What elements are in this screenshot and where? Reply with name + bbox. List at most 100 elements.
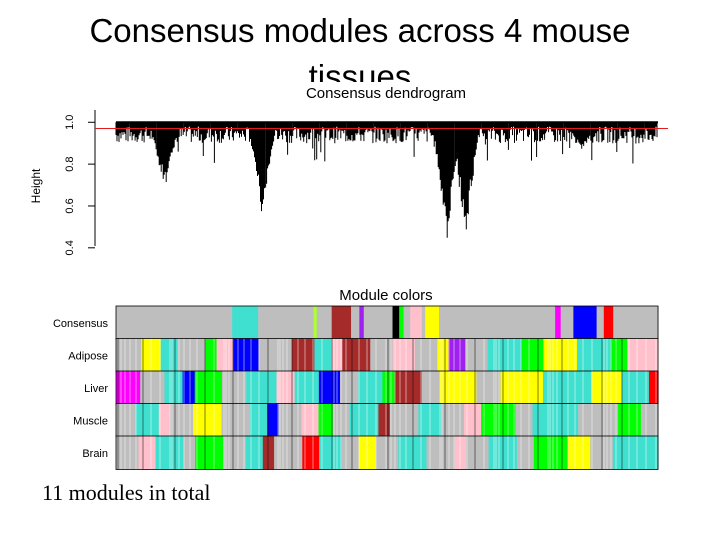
module-segment: [359, 306, 365, 340]
module-segment: [262, 436, 275, 470]
color-row-muscle: Muscle: [73, 403, 659, 438]
module-segment: [448, 338, 466, 372]
module-segment: [267, 403, 280, 437]
module-segment: [410, 306, 423, 340]
module-segment: [170, 403, 194, 437]
module-segment: [610, 338, 628, 372]
module-segment: [116, 403, 137, 437]
module-segment: [245, 436, 264, 470]
module-segment: [425, 306, 440, 340]
module-segment: [358, 436, 377, 470]
module-segment: [439, 371, 477, 405]
module-segment: [392, 338, 416, 372]
color-row-label: Liver: [84, 383, 108, 395]
dendrogram-title: Consensus dendrogram: [306, 85, 466, 102]
y-tick-label: 0.6: [64, 198, 76, 213]
module-segment: [648, 371, 659, 405]
module-segment: [164, 371, 184, 405]
module-segment: [258, 306, 315, 340]
module-segment: [138, 436, 157, 470]
dendrogram-y-label: Height: [29, 168, 43, 203]
modules-caption: 11 modules in total: [42, 480, 211, 505]
module-segment: [426, 436, 456, 470]
module-segment: [302, 436, 320, 470]
module-segment: [340, 371, 359, 405]
module-segment: [375, 436, 399, 470]
module-segment: [378, 403, 391, 437]
dendrogram-y-ticks: 0.4 0.6 0.8 1.0: [64, 115, 95, 255]
module-segment: [596, 306, 605, 340]
module-segment: [182, 371, 196, 405]
slide-title: Consensus modules across 4 mouse tissues: [0, 8, 720, 95]
module-segment: [195, 436, 224, 470]
module-segment: [464, 403, 482, 437]
module-segment: [618, 403, 642, 437]
module-segment: [576, 338, 612, 372]
module-segment: [543, 338, 578, 372]
color-row-liver: Liver: [84, 370, 659, 405]
module-segment: [232, 306, 259, 340]
module-segment: [278, 403, 303, 437]
module-segment: [573, 306, 598, 340]
module-segment: [382, 371, 396, 405]
color-row-label: Adipose: [68, 350, 108, 362]
color-row-consensus: Consensus: [53, 305, 659, 340]
module-segment: [233, 338, 260, 372]
module-segment: [316, 306, 333, 340]
module-segment: [516, 436, 535, 470]
module-segment: [160, 338, 179, 372]
module-segment: [521, 338, 545, 372]
module-segment: [332, 403, 351, 437]
module-segment: [441, 403, 465, 437]
module-segment: [276, 371, 296, 405]
module-segment: [403, 306, 411, 340]
module-segment: [640, 403, 659, 437]
module-segment: [342, 338, 371, 372]
module-segment: [560, 306, 574, 340]
module-segment: [193, 403, 223, 437]
y-tick-label: 0.4: [64, 240, 76, 255]
module-segment: [363, 306, 394, 340]
y-tick-label: 1.0: [64, 115, 76, 130]
module-segment: [351, 306, 360, 340]
dendrogram-tree: [115, 121, 658, 238]
module-segment: [533, 436, 569, 470]
module-segment: [465, 338, 489, 372]
module-segment: [301, 403, 320, 437]
module-segment: [349, 403, 380, 437]
module-segment: [466, 436, 490, 470]
module-segment: [177, 338, 206, 372]
module-segment: [392, 306, 400, 340]
module-segment: [292, 338, 315, 372]
module-segment: [116, 306, 233, 340]
module-segment: [135, 403, 160, 437]
module-segment: [205, 338, 218, 372]
module-segment: [414, 338, 438, 372]
module-segment: [603, 306, 614, 340]
module-segment: [627, 338, 659, 372]
slide-title-line1: Consensus modules across 4 mouse: [89, 12, 631, 49]
module-segment: [578, 403, 619, 437]
module-segment: [613, 306, 659, 340]
module-segment: [389, 403, 419, 437]
module-segment: [370, 338, 394, 372]
module-segment: [314, 338, 332, 372]
color-row-adipose: Adipose: [68, 338, 659, 373]
dendrogram-panel: Consensus dendrogram 0.4 0.6 0.8 1.0 Height: [0, 82, 720, 255]
module-segment: [116, 371, 141, 405]
module-colors-title: Module colors: [339, 287, 432, 304]
module-segment: [567, 436, 591, 470]
module-segment: [454, 436, 467, 470]
module-segment: [621, 371, 650, 405]
module-segment: [487, 338, 522, 372]
module-segment: [194, 371, 223, 405]
module-segment: [116, 436, 140, 470]
module-segment: [532, 403, 579, 437]
module-segment: [399, 306, 405, 340]
module-color-rows: Consensus Adipose Liver Muscle Brain: [53, 305, 659, 470]
color-row-label: Muscle: [73, 415, 108, 427]
module-segment: [515, 403, 534, 437]
module-segment: [555, 306, 562, 340]
module-segment: [294, 371, 320, 405]
